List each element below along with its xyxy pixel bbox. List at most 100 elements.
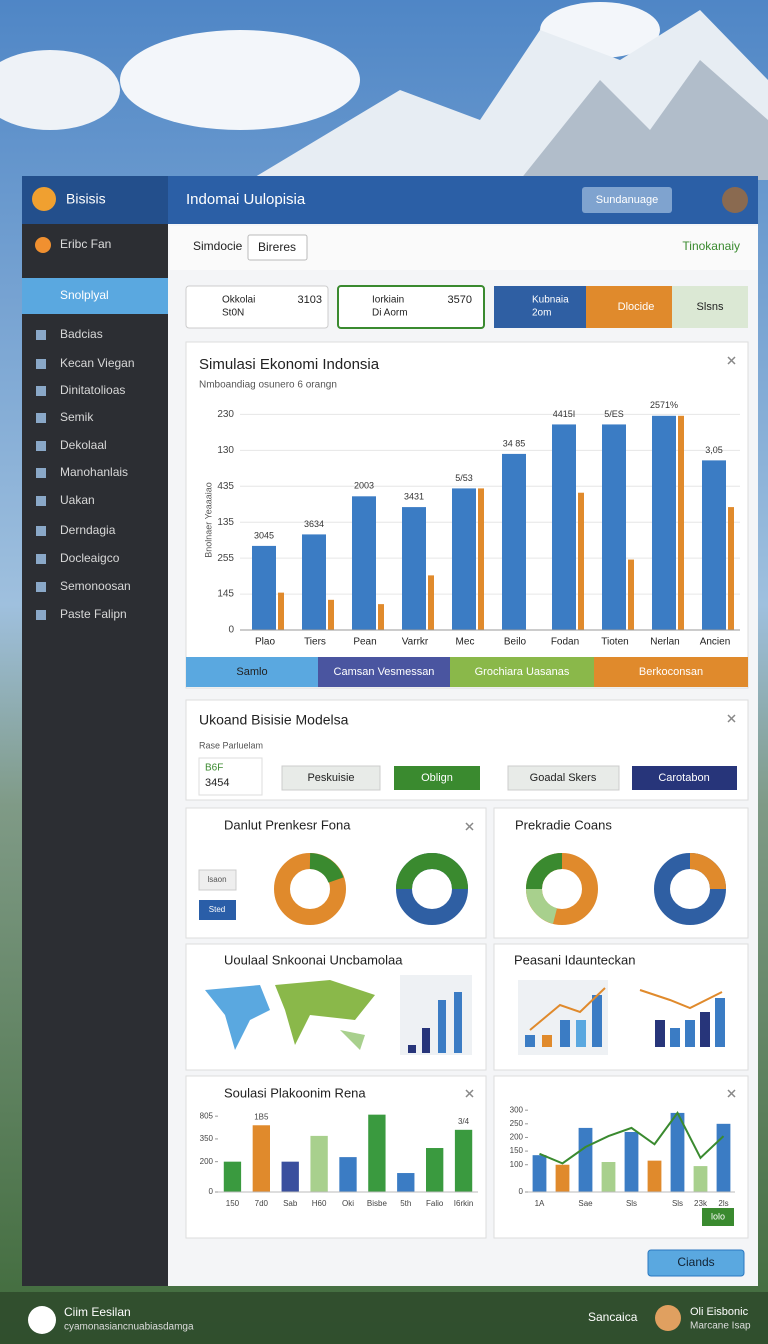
- nav-item[interactable]: Dekolaal: [60, 438, 107, 452]
- header-button-label[interactable]: Sundanuage: [596, 194, 658, 206]
- bar: [252, 1125, 270, 1192]
- nav-item[interactable]: Semonoosan: [60, 579, 131, 593]
- bar: [223, 1161, 242, 1192]
- nav-item[interactable]: Docleaigco: [60, 551, 120, 565]
- nav-item[interactable]: Paste Falipn: [60, 607, 127, 621]
- x-tick-label: Plao: [255, 637, 275, 648]
- x-tick-label: 150: [226, 1199, 240, 1208]
- bar: [670, 1112, 685, 1192]
- legend-segment[interactable]: [318, 657, 450, 687]
- stat-label: Iorkiain: [372, 295, 404, 306]
- bar: [281, 1161, 299, 1192]
- value-label: 2003: [354, 481, 374, 491]
- small-button[interactable]: [199, 900, 236, 920]
- bar: [452, 488, 476, 630]
- panel-title: Peasani Idaunteckan: [514, 952, 635, 967]
- y-tick-label: 0: [228, 625, 234, 636]
- cloud: [120, 30, 360, 130]
- stat-segment: [586, 286, 672, 328]
- chart-button-label[interactable]: lolo: [711, 1211, 725, 1221]
- x-tick-label: Sab: [283, 1199, 298, 1208]
- x-tick-label: Tioten: [601, 637, 628, 648]
- bar: [652, 415, 676, 630]
- action-button[interactable]: [647, 1249, 745, 1277]
- chart-subtitle: Nmboandiag osunero 6 orangn: [199, 380, 337, 391]
- x-tick-label: 2ls: [718, 1199, 728, 1208]
- tab-button[interactable]: [247, 234, 308, 261]
- tab[interactable]: Simdocie: [193, 239, 243, 253]
- legend-segment[interactable]: [450, 657, 594, 687]
- nav-item[interactable]: Manohanlais: [60, 465, 128, 479]
- nav-icon: [36, 496, 46, 506]
- x-tick-label: H60: [312, 1199, 327, 1208]
- box-value: 3454: [205, 777, 229, 789]
- bar: [339, 1157, 357, 1192]
- y-tick-label: 145: [217, 589, 234, 600]
- stat-value: 3103: [298, 294, 322, 306]
- bar: [578, 1127, 593, 1192]
- sidebar-active[interactable]: [22, 278, 168, 314]
- legend-label[interactable]: Samlo: [236, 666, 267, 678]
- model-button-label[interactable]: Goadal Skers: [530, 772, 597, 784]
- value-label: 3,05: [705, 445, 723, 455]
- legend-segment[interactable]: [594, 657, 748, 687]
- bar: [647, 1160, 662, 1192]
- x-tick-label: Beilo: [504, 637, 527, 648]
- action-label[interactable]: Ciands: [677, 1255, 714, 1269]
- model-button[interactable]: [632, 766, 737, 790]
- bar: [552, 424, 576, 630]
- cloud: [0, 50, 120, 130]
- stat-card: [185, 285, 329, 329]
- legend-label[interactable]: Camsan Vesmessan: [334, 666, 435, 678]
- value-label: 4415I: [553, 409, 576, 419]
- model-button[interactable]: [507, 765, 620, 791]
- nav-icon: [36, 582, 46, 592]
- x-tick-label: Varrkr: [402, 637, 429, 648]
- nav-item[interactable]: Dinitatolioas: [60, 383, 125, 397]
- nav-item[interactable]: Kecan Viegan: [60, 356, 135, 370]
- x-tick-label: I6rkin: [454, 1199, 474, 1208]
- x-tick-label: 7d0: [255, 1199, 269, 1208]
- chart-button[interactable]: [702, 1208, 734, 1226]
- nav-item[interactable]: Uakan: [60, 493, 95, 507]
- value-label: 3431: [404, 491, 424, 501]
- nav-item[interactable]: Derndagia: [60, 523, 116, 537]
- panel-title: Soulasi Plakoonim Rena: [224, 1085, 366, 1100]
- header-title: Indomai Uulopisia: [186, 191, 306, 208]
- nav-item[interactable]: Semik: [60, 410, 94, 424]
- panel-title: Prekradie Coans: [515, 817, 612, 832]
- bar: [278, 592, 284, 630]
- small-button-label[interactable]: lsaon: [207, 875, 226, 884]
- tab-right: Tinokanaiy: [682, 239, 740, 253]
- bar: [716, 1123, 731, 1192]
- stat-segment: [494, 286, 586, 328]
- model-button[interactable]: [281, 765, 381, 791]
- small-button[interactable]: [198, 869, 237, 891]
- mini-bars: [400, 975, 725, 1055]
- model-button-label[interactable]: Peskuisie: [307, 772, 354, 784]
- legend-label[interactable]: Berkoconsan: [639, 666, 703, 678]
- nav-icon: [36, 330, 46, 340]
- nav-item[interactable]: Snolplyal: [60, 288, 109, 302]
- nav-icon: [36, 441, 46, 451]
- x-tick-label: Oki: [342, 1199, 354, 1208]
- header-button[interactable]: [582, 187, 672, 213]
- small-button-label[interactable]: Sted: [209, 905, 225, 914]
- close-icons[interactable]: [465, 356, 736, 1098]
- legend-label[interactable]: Grochiara Uasanas: [475, 666, 570, 678]
- tab[interactable]: Bireres: [258, 240, 296, 254]
- avatar: [722, 187, 748, 213]
- model-button-label[interactable]: Carotabon: [658, 772, 709, 784]
- x-tick-label: Fodan: [551, 637, 579, 648]
- model-button[interactable]: [394, 766, 480, 790]
- panel-title: Danlut Prenkesr Fona: [224, 817, 351, 832]
- nav-item[interactable]: Badcias: [60, 327, 103, 341]
- bar: [628, 559, 634, 630]
- y-tick-label: 230: [217, 409, 234, 420]
- footer-sub: cyamonasiancnuabiasdamga: [64, 1322, 194, 1333]
- legend-segment[interactable]: [186, 657, 318, 687]
- profile-name: Eribc Fan: [60, 237, 111, 251]
- y-tick-label: 255: [217, 553, 234, 564]
- bar: [601, 1162, 616, 1192]
- model-button-label[interactable]: Oblign: [421, 772, 453, 784]
